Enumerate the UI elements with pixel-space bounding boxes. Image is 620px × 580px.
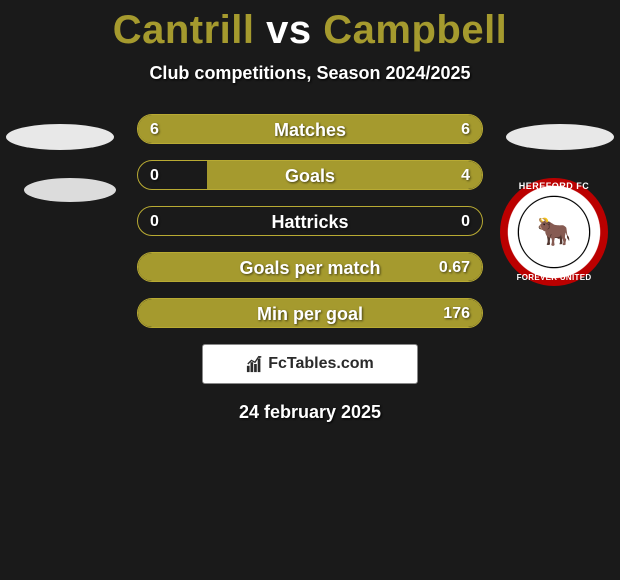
title-vs: vs [266, 8, 312, 52]
title-player2: Campbell [323, 8, 507, 52]
bar-row: 04Goals [137, 160, 483, 190]
chart-icon [246, 355, 264, 373]
source-badge: FcTables.com [202, 344, 418, 384]
source-text: FcTables.com [268, 355, 374, 373]
bar-label: Min per goal [138, 299, 482, 328]
bar-label: Hattricks [138, 207, 482, 236]
bar-label: Goals per match [138, 253, 482, 282]
subtitle: Club competitions, Season 2024/2025 [0, 63, 620, 84]
bar-row: 00Hattricks [137, 206, 483, 236]
bar-row: 66Matches [137, 114, 483, 144]
comparison-bars: 66Matches 04Goals 00Hattricks 0.67Goals per… [0, 114, 620, 328]
bar-label: Matches [138, 115, 482, 144]
bar-row: 0.67Goals per match [137, 252, 483, 282]
date: 24 february 2025 [0, 402, 620, 423]
page-title: Cantrill vs Campbell [0, 0, 620, 53]
bar-row: 176Min per goal [137, 298, 483, 328]
title-player1: Cantrill [113, 8, 255, 52]
bar-label: Goals [138, 161, 482, 190]
